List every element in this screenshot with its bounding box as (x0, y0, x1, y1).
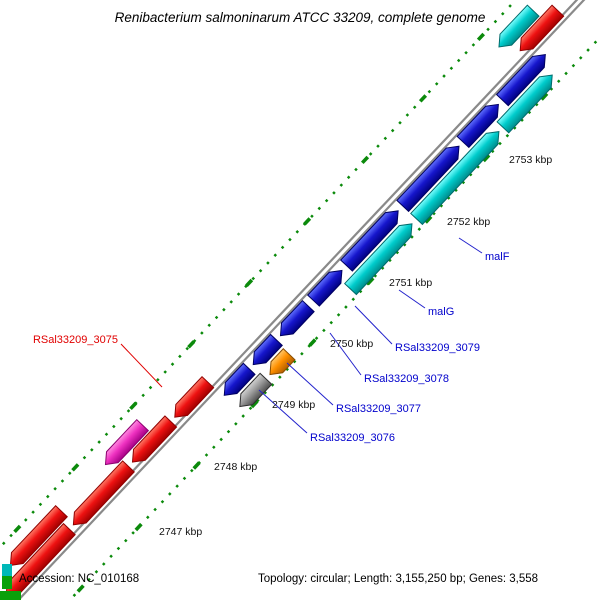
status-icon-teal (2, 564, 12, 576)
gene-label-rsal33209-3075[interactable]: RSal33209_3075 (33, 334, 118, 346)
ruler-major-tick-2748 (192, 461, 201, 470)
ruler-major-tick-2753 (482, 153, 491, 163)
leader-line-rsal33209-3076 (258, 389, 308, 434)
leader-line-rsal33209-3079 (354, 305, 393, 345)
ruler-major-tick-2747 (71, 463, 80, 472)
ruler-major-tick-2747 (134, 522, 143, 532)
corner-fragment-green (0, 591, 21, 600)
ruler-major-tick-2749 (250, 399, 259, 409)
ruler-label-2753: 2753 kbp (509, 154, 552, 166)
gene-malG[interactable] (340, 205, 404, 272)
cds-malF[interactable] (410, 126, 505, 226)
ruler-label-2748: 2748 kbp (214, 461, 257, 473)
ruler-major-tick-2746 (13, 524, 22, 534)
cds-malG[interactable] (343, 218, 418, 296)
status-icon-green (2, 576, 12, 589)
gene-labels: RSal33209_3075 RSal33209_3076 RSal33209_… (33, 251, 510, 444)
gene-blue-7[interactable] (456, 99, 504, 149)
gene-label-rsal33209-3079[interactable]: RSal33209_3079 (395, 342, 480, 354)
gene-red-4[interactable] (5, 505, 68, 571)
gene-label-rsal33209-3078[interactable]: RSal33209_3078 (364, 373, 449, 385)
gene-rsal33209-3077[interactable] (247, 333, 283, 370)
ruler-major-ticks (13, 32, 549, 593)
ruler-major-tick-2753 (418, 94, 428, 103)
ruler-major-tick-2748 (129, 401, 138, 411)
topology-text: Topology: circular; Length: 3,155,250 bp… (258, 573, 538, 585)
ruler-label-2749: 2749 kbp (272, 399, 315, 411)
gene-blue-8[interactable] (495, 49, 552, 107)
cds-orange-3077[interactable] (264, 348, 296, 380)
ruler-label-2752: 2752 kbp (447, 216, 490, 228)
ruler-labels: 2747 kbp 2748 kbp 2749 kbp 2750 kbp 2751… (159, 154, 552, 538)
leader-line-rsal33209-3078 (329, 332, 362, 376)
ruler-label-2747: 2747 kbp (159, 526, 202, 538)
cds-cyan-3[interactable] (496, 70, 558, 134)
leader-line-rsal33209-3077 (286, 362, 334, 406)
gene-rsal33209-3076[interactable] (218, 362, 256, 400)
gene-label-rsal33209-3076[interactable]: RSal33209_3076 (310, 432, 395, 444)
gene-malF[interactable] (396, 141, 465, 213)
ruler-label-2751: 2751 kbp (389, 277, 432, 289)
wrap-gene-cyan[interactable] (493, 4, 540, 52)
gene-rsal33209-3079[interactable] (306, 265, 348, 307)
ruler-major-tick-2751 (366, 276, 375, 286)
ruler-major-tick-2746 (76, 584, 85, 593)
ruler-major-tick-2754 (540, 92, 549, 101)
leader-line-malG (398, 289, 426, 309)
gene-rsal33209-3078[interactable] (275, 299, 315, 341)
ruler-major-tick-2752 (360, 155, 370, 165)
wrap-gene-red[interactable] (514, 4, 565, 56)
cds-gray-3076[interactable] (234, 372, 273, 412)
gene-label-malG[interactable]: malG (428, 306, 454, 318)
leader-line-rsal33209-3075 (120, 343, 163, 388)
ruler-major-tick-2754 (476, 32, 485, 42)
ruler-major-tick-2751 (303, 217, 312, 226)
status-bar: Accession: NC_010168 Topology: circular;… (0, 564, 538, 600)
ruler-major-tick-2750 (308, 338, 317, 347)
page-title: Renibacterium salmoninarum ATCC 33209, c… (115, 10, 486, 25)
ruler-major-tick-2750 (245, 278, 254, 288)
gene-red-3[interactable] (127, 415, 178, 468)
gene-rsal33209-3075[interactable] (169, 375, 215, 423)
gene-label-malF[interactable]: malF (485, 251, 510, 263)
label-leader-lines (120, 237, 483, 434)
leader-line-malF (458, 237, 483, 254)
gene-label-rsal33209-3077[interactable]: RSal33209_3077 (336, 403, 421, 415)
gene-red-2[interactable] (68, 460, 135, 530)
ruler-major-tick-2749 (187, 340, 196, 349)
ruler-label-2750: 2750 kbp (330, 338, 373, 350)
ruler-major-tick-2752 (424, 215, 433, 224)
accession-text: Accession: NC_010168 (19, 573, 139, 585)
gene-magenta-1[interactable] (100, 418, 150, 470)
